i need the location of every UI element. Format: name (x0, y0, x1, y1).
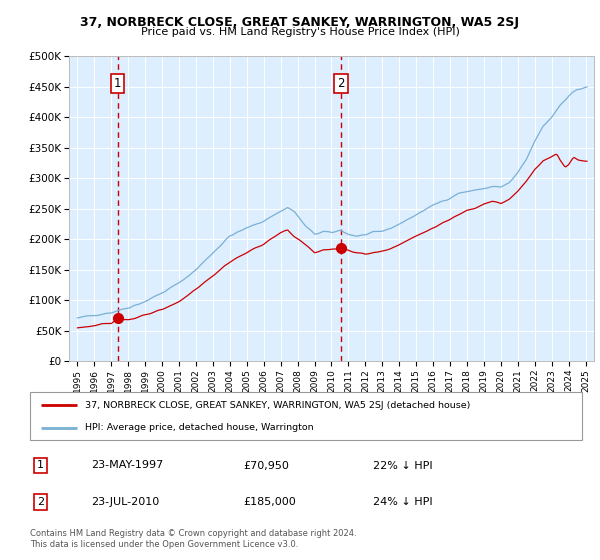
FancyBboxPatch shape (30, 392, 582, 440)
Text: 37, NORBRECK CLOSE, GREAT SANKEY, WARRINGTON, WA5 2SJ (detached house): 37, NORBRECK CLOSE, GREAT SANKEY, WARRIN… (85, 401, 470, 410)
Text: 23-MAY-1997: 23-MAY-1997 (91, 460, 164, 470)
Text: £185,000: £185,000 (244, 497, 296, 507)
Text: 1: 1 (37, 460, 44, 470)
Text: 24% ↓ HPI: 24% ↓ HPI (373, 497, 433, 507)
Text: HPI: Average price, detached house, Warrington: HPI: Average price, detached house, Warr… (85, 423, 314, 432)
Text: Price paid vs. HM Land Registry's House Price Index (HPI): Price paid vs. HM Land Registry's House … (140, 27, 460, 37)
Text: 2: 2 (37, 497, 44, 507)
Text: 23-JUL-2010: 23-JUL-2010 (91, 497, 160, 507)
Text: 37, NORBRECK CLOSE, GREAT SANKEY, WARRINGTON, WA5 2SJ: 37, NORBRECK CLOSE, GREAT SANKEY, WARRIN… (80, 16, 520, 29)
Text: 1: 1 (114, 77, 122, 90)
Text: 22% ↓ HPI: 22% ↓ HPI (373, 460, 433, 470)
Text: Contains HM Land Registry data © Crown copyright and database right 2024.
This d: Contains HM Land Registry data © Crown c… (30, 529, 356, 549)
Text: £70,950: £70,950 (244, 460, 289, 470)
Text: 2: 2 (337, 77, 344, 90)
